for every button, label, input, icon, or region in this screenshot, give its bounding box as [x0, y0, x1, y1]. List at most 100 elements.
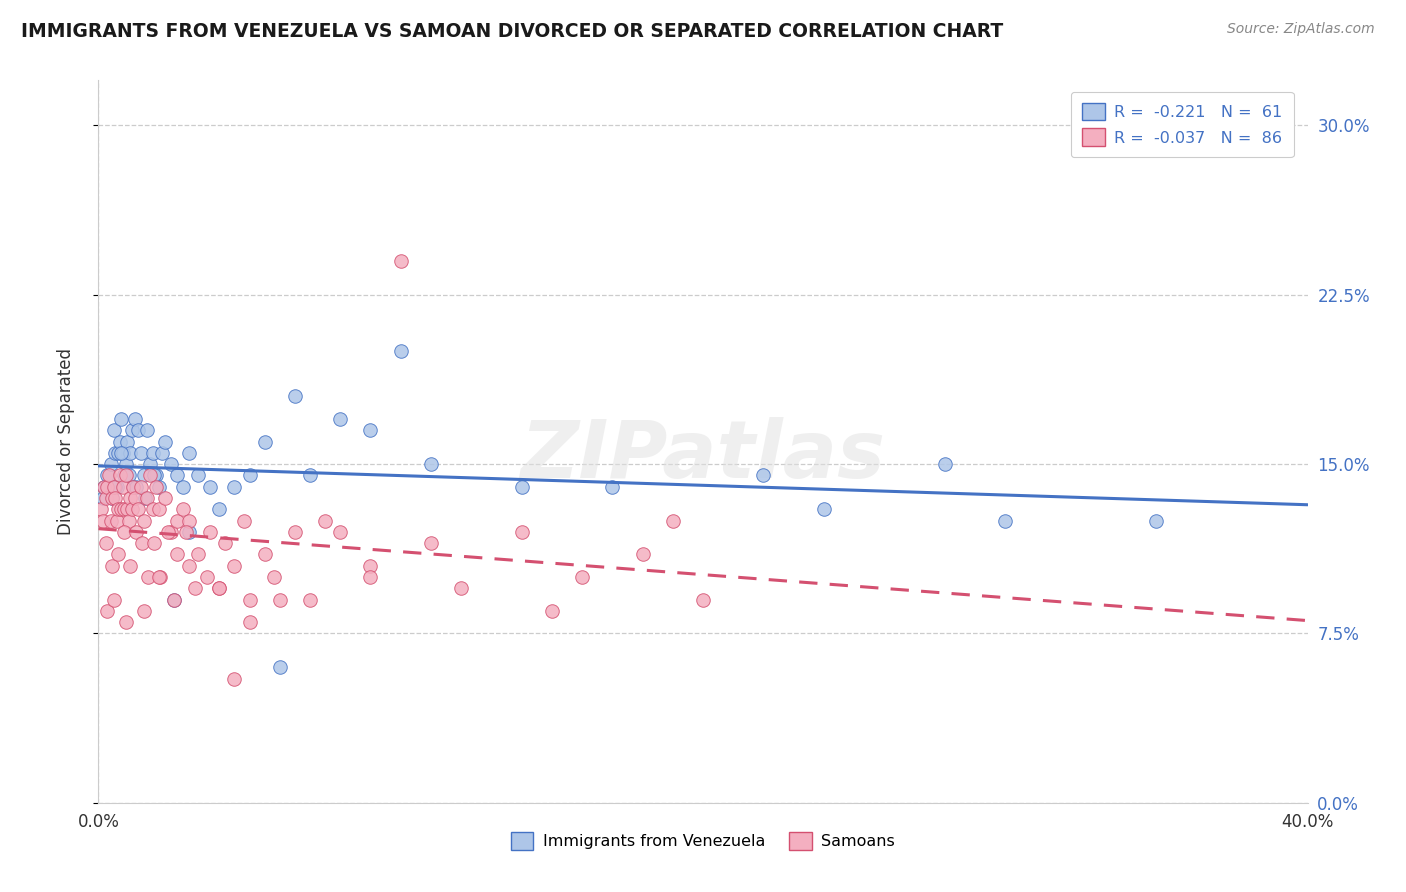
Point: [93, 480, 115, 494]
Point: [91, 514, 114, 528]
Point: [166, 514, 188, 528]
Point: [110, 502, 132, 516]
Point: [108, 434, 131, 449]
Point: [540, 604, 562, 618]
Point: [135, 423, 157, 437]
Point: [96, 604, 118, 618]
Point: [179, 514, 201, 528]
Point: [121, 502, 143, 516]
Point: [1146, 514, 1168, 528]
Text: IMMIGRANTS FROM VENEZUELA VS SAMOAN DIVORCED OR SEPARATED CORRELATION CHART: IMMIGRANTS FROM VENEZUELA VS SAMOAN DIVO…: [21, 22, 1004, 41]
Point: [101, 558, 124, 573]
Point: [112, 502, 135, 516]
Point: [120, 446, 142, 460]
Point: [166, 468, 188, 483]
Point: [90, 502, 112, 516]
Point: [153, 434, 176, 449]
Point: [174, 524, 197, 539]
Point: [420, 536, 443, 550]
Point: [179, 524, 201, 539]
Point: [510, 524, 533, 539]
Point: [132, 514, 155, 528]
Point: [224, 672, 246, 686]
Point: [105, 480, 128, 494]
Point: [163, 592, 186, 607]
Point: [125, 480, 148, 494]
Point: [208, 502, 231, 516]
Point: [187, 468, 209, 483]
Point: [101, 491, 124, 505]
Point: [118, 514, 141, 528]
Point: [145, 480, 167, 494]
Point: [208, 582, 231, 596]
Point: [143, 468, 166, 483]
Point: [110, 412, 132, 426]
Point: [132, 468, 155, 483]
Point: [125, 524, 148, 539]
Point: [692, 592, 714, 607]
Point: [752, 468, 775, 483]
Text: ZIPatlas: ZIPatlas: [520, 417, 886, 495]
Y-axis label: Divorced or Separated: Divorced or Separated: [56, 348, 75, 535]
Point: [232, 514, 254, 528]
Point: [129, 446, 152, 460]
Point: [269, 660, 291, 674]
Point: [142, 502, 165, 516]
Point: [107, 502, 129, 516]
Point: [200, 524, 222, 539]
Point: [100, 457, 122, 471]
Point: [148, 480, 170, 494]
Point: [139, 468, 162, 483]
Point: [111, 480, 134, 494]
Point: [110, 446, 132, 460]
Point: [314, 514, 336, 528]
Point: [115, 502, 138, 516]
Point: [329, 412, 352, 426]
Point: [114, 468, 136, 483]
Point: [184, 582, 207, 596]
Point: [299, 592, 322, 607]
Point: [134, 491, 156, 505]
Point: [200, 480, 222, 494]
Point: [96, 480, 118, 494]
Point: [179, 558, 201, 573]
Point: [329, 524, 352, 539]
Point: [284, 389, 307, 403]
Point: [389, 344, 412, 359]
Legend: Immigrants from Venezuela, Samoans: Immigrants from Venezuela, Samoans: [505, 826, 901, 856]
Point: [145, 468, 167, 483]
Point: [122, 480, 145, 494]
Point: [450, 582, 472, 596]
Point: [253, 548, 276, 562]
Point: [389, 253, 412, 268]
Point: [224, 558, 246, 573]
Point: [148, 570, 170, 584]
Point: [91, 491, 114, 505]
Point: [124, 491, 146, 505]
Point: [571, 570, 593, 584]
Point: [132, 604, 155, 618]
Point: [94, 536, 117, 550]
Point: [179, 446, 201, 460]
Point: [172, 480, 194, 494]
Text: Source: ZipAtlas.com: Source: ZipAtlas.com: [1227, 22, 1375, 37]
Point: [104, 446, 127, 460]
Point: [360, 558, 382, 573]
Point: [118, 468, 141, 483]
Point: [813, 502, 835, 516]
Point: [360, 570, 382, 584]
Point: [661, 514, 683, 528]
Point: [994, 514, 1017, 528]
Point: [122, 480, 145, 494]
Point: [149, 570, 172, 584]
Point: [239, 592, 262, 607]
Point: [360, 423, 382, 437]
Point: [163, 592, 186, 607]
Point: [934, 457, 956, 471]
Point: [107, 446, 129, 460]
Point: [129, 480, 152, 494]
Point: [136, 570, 159, 584]
Point: [112, 468, 135, 483]
Point: [284, 524, 307, 539]
Point: [120, 491, 142, 505]
